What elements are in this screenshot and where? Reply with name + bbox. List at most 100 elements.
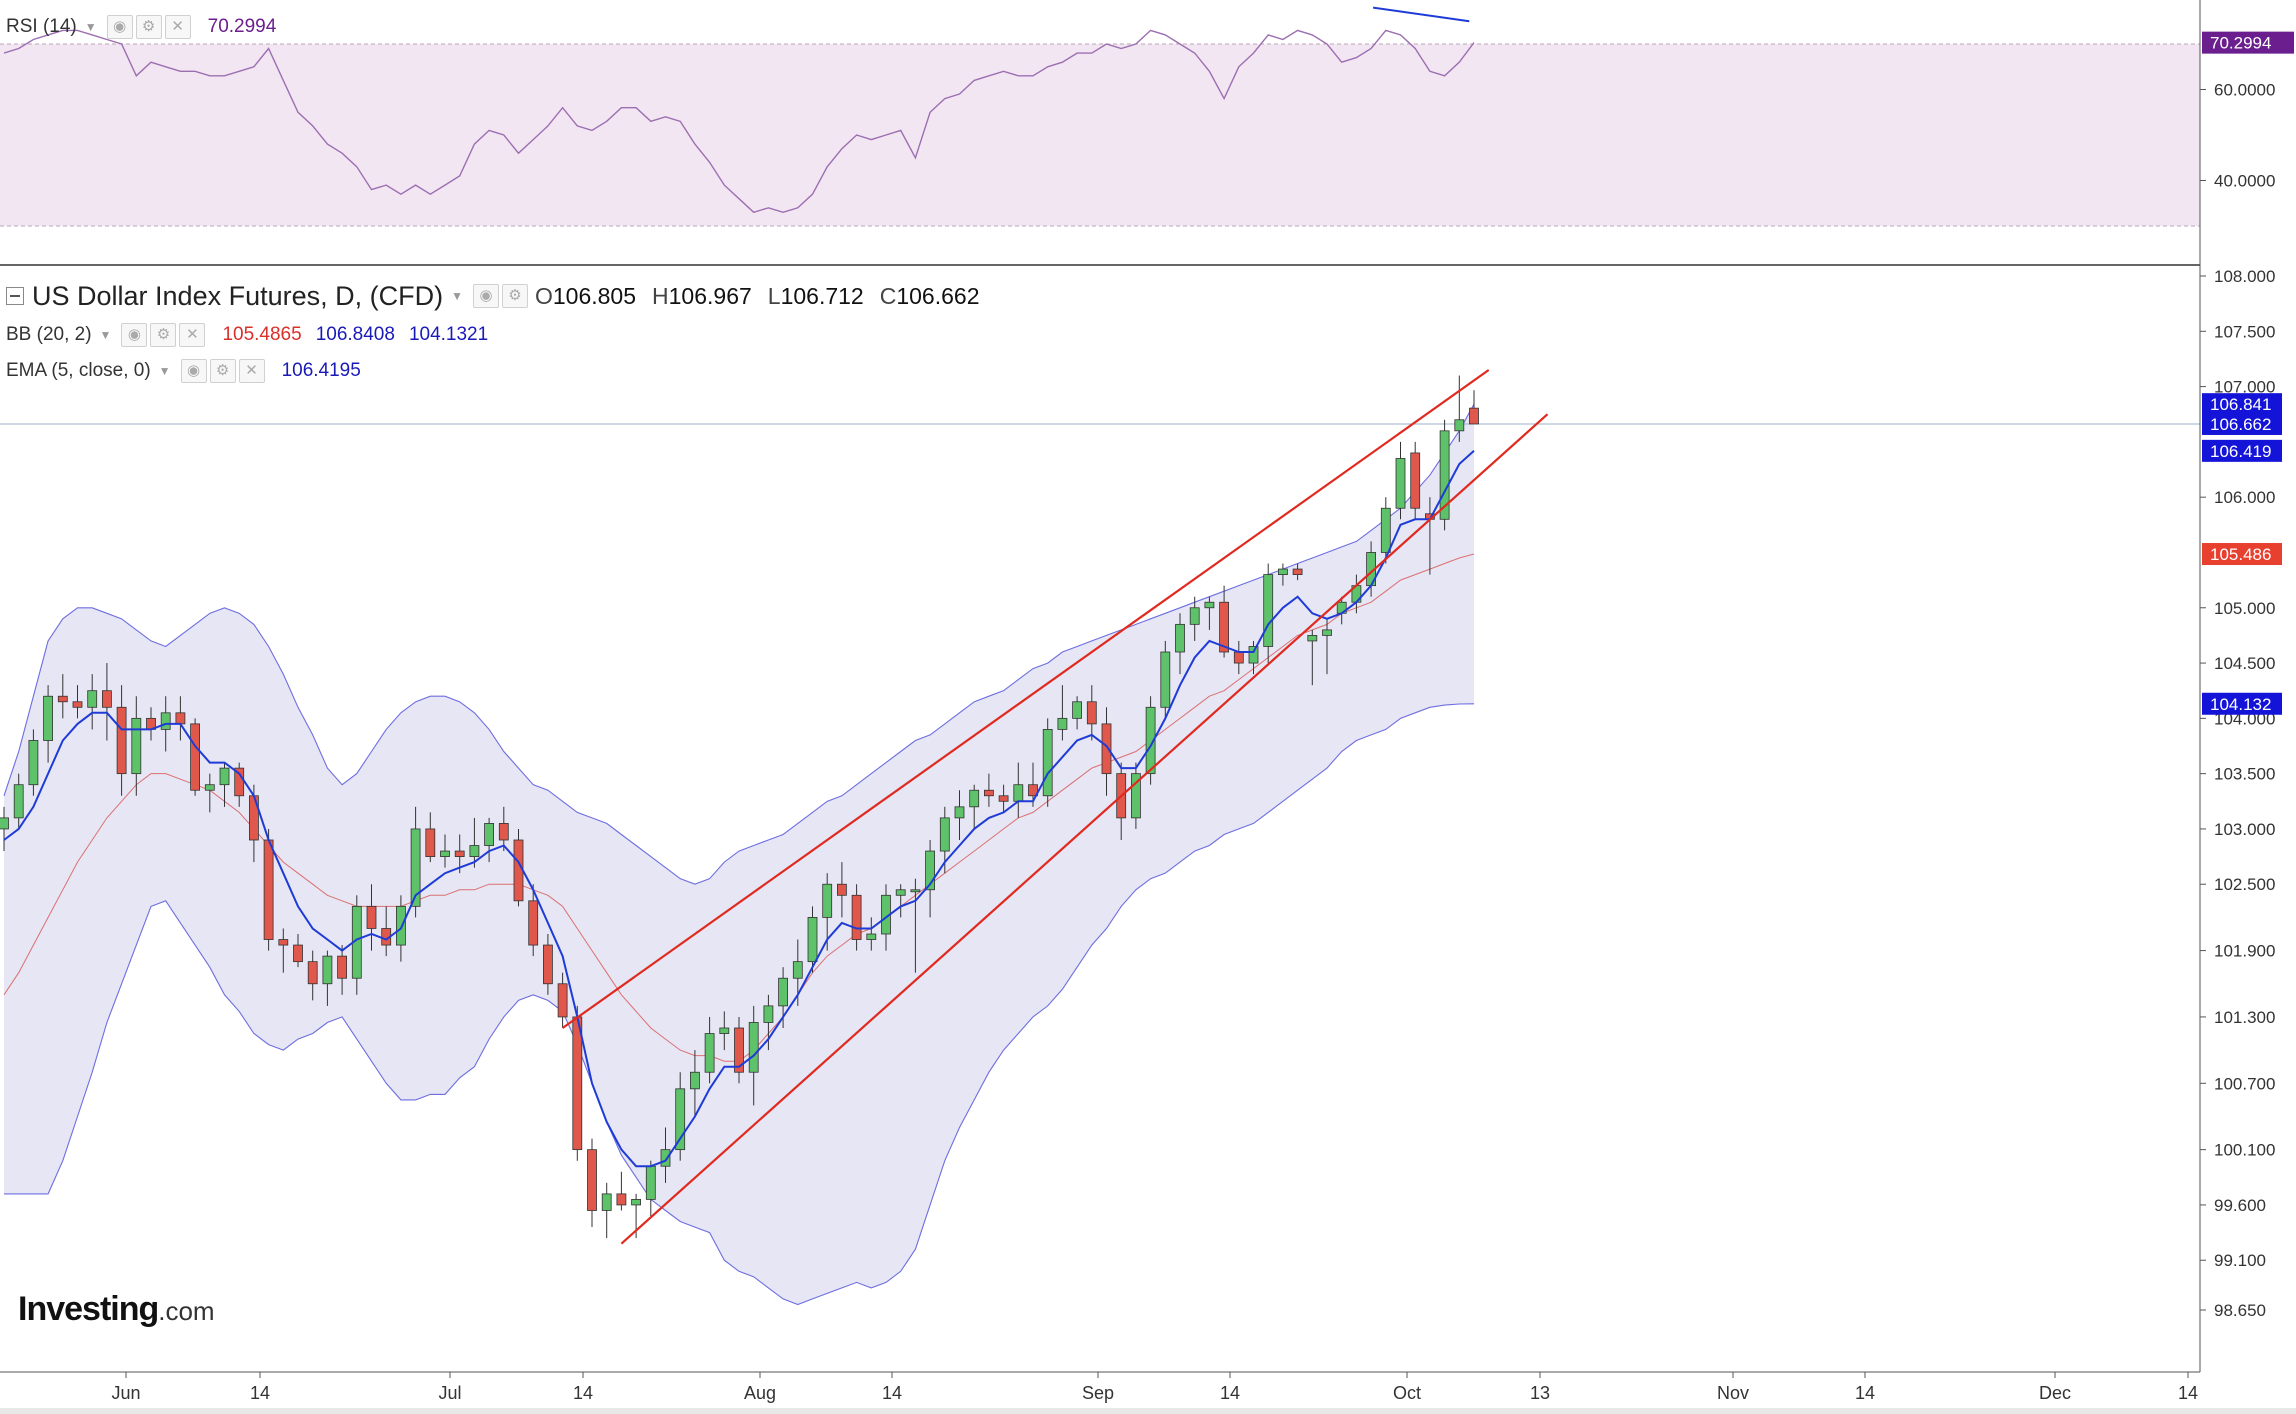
candle [1160,640,1171,719]
price-tick-label: 103.000 [2214,820,2275,839]
eye-icon[interactable]: ◉ [472,284,499,308]
price-tick-label: 104.500 [2214,654,2275,673]
candle-body [807,917,818,963]
candle-body [13,784,24,819]
close-icon[interactable]: ✕ [238,359,265,383]
candle-body [469,845,480,857]
candle [601,1182,612,1239]
candle-body [866,933,877,940]
eye-icon[interactable]: ◉ [180,359,207,383]
close-label: C [879,282,897,309]
candle-body [337,955,348,979]
chevron-down-icon[interactable]: ▼ [451,289,463,303]
candle-body [601,1193,612,1211]
gear-icon[interactable]: ⚙ [209,359,236,383]
candle-body [1131,773,1141,819]
chevron-down-icon[interactable]: ▼ [84,20,97,34]
candle-body [748,1022,759,1073]
candle [984,773,994,807]
logo-suffix: .com [158,1296,215,1326]
candle [690,1050,700,1117]
candle [645,1160,656,1216]
candle-body [954,806,965,819]
ema-line [3,449,1475,1168]
candle-body [1307,635,1318,642]
candle-body [1175,623,1185,653]
candle-body [1248,646,1259,664]
candle-body [998,795,1009,802]
candle [528,884,539,957]
price-tick-label: 102.500 [2214,875,2275,894]
candle-body [616,1193,627,1206]
candle-body [1439,430,1450,520]
candle [13,773,24,829]
time-tick-label: 14 [573,1383,593,1403]
time-tick-label: 14 [1220,1383,1240,1403]
time-tick-label: Dec [2039,1383,2071,1403]
candle [543,934,553,995]
candle-body [557,983,568,1018]
candle-body [645,1165,656,1200]
eye-icon[interactable]: ◉ [121,323,148,347]
close-value: 106.662 [896,282,980,309]
gear-icon[interactable]: ⚙ [135,15,162,39]
price-badge-text: 105.486 [2210,545,2271,564]
candle-body [1233,651,1244,664]
candle-body [734,1027,744,1073]
candle-body [366,905,377,929]
candle [57,674,68,719]
price-tick-label: 106.000 [2214,488,2275,507]
candle-body [528,900,539,946]
candle-body [1042,729,1053,797]
close-icon[interactable]: ✕ [164,15,191,39]
open-label: O [534,282,553,309]
candle [28,729,39,796]
candle [616,1171,627,1211]
ema-value: 106.4195 [281,360,361,381]
candle-body [1322,629,1332,636]
candle-body [72,701,83,708]
candle-body [1013,784,1024,802]
price-badge-text: 104.132 [2210,695,2271,714]
candle [1263,563,1274,664]
eye-icon[interactable]: ◉ [106,15,133,39]
trendline [620,413,1549,1245]
candle-body [792,961,803,979]
candle-body [1160,651,1171,708]
candle-body [1204,601,1215,609]
candle-body [1292,568,1303,575]
collapse-icon[interactable] [6,287,24,305]
chevron-down-icon[interactable]: ▼ [99,328,112,342]
gear-icon[interactable]: ⚙ [150,323,177,347]
price-badge-text: 106.419 [2210,442,2271,461]
candle-body [660,1149,671,1167]
chevron-down-icon[interactable]: ▼ [158,364,171,378]
ema-name: EMA (5, close, 0) [6,360,151,381]
price-badge-bg [2202,393,2282,416]
candle [87,674,98,730]
candle [734,1016,744,1084]
candle [366,884,377,951]
logo-brand: Investing [18,1290,159,1328]
candle-body [204,784,215,791]
candle-body [778,977,788,1007]
candle [322,950,333,1006]
time-tick-label: Jun [111,1383,140,1403]
candle-body [984,789,994,797]
candle-body [116,706,127,775]
close-icon[interactable]: ✕ [179,323,206,347]
price-badge: 104.132 [2202,692,2282,715]
candle [557,972,568,1028]
candle-body [440,850,450,857]
bottom-scroll-strip [0,1408,2296,1414]
candle-body [763,1005,774,1023]
bb-upper-value: 106.8408 [315,324,395,345]
rsi-value-badge: 70.2994 [2202,31,2294,54]
gear-icon[interactable]: ⚙ [501,284,528,308]
bb-name: BB (20, 2) [6,324,92,345]
candle-body [690,1071,700,1090]
rsi-badge-text: 70.2994 [2210,34,2271,53]
candle-body [263,839,274,940]
